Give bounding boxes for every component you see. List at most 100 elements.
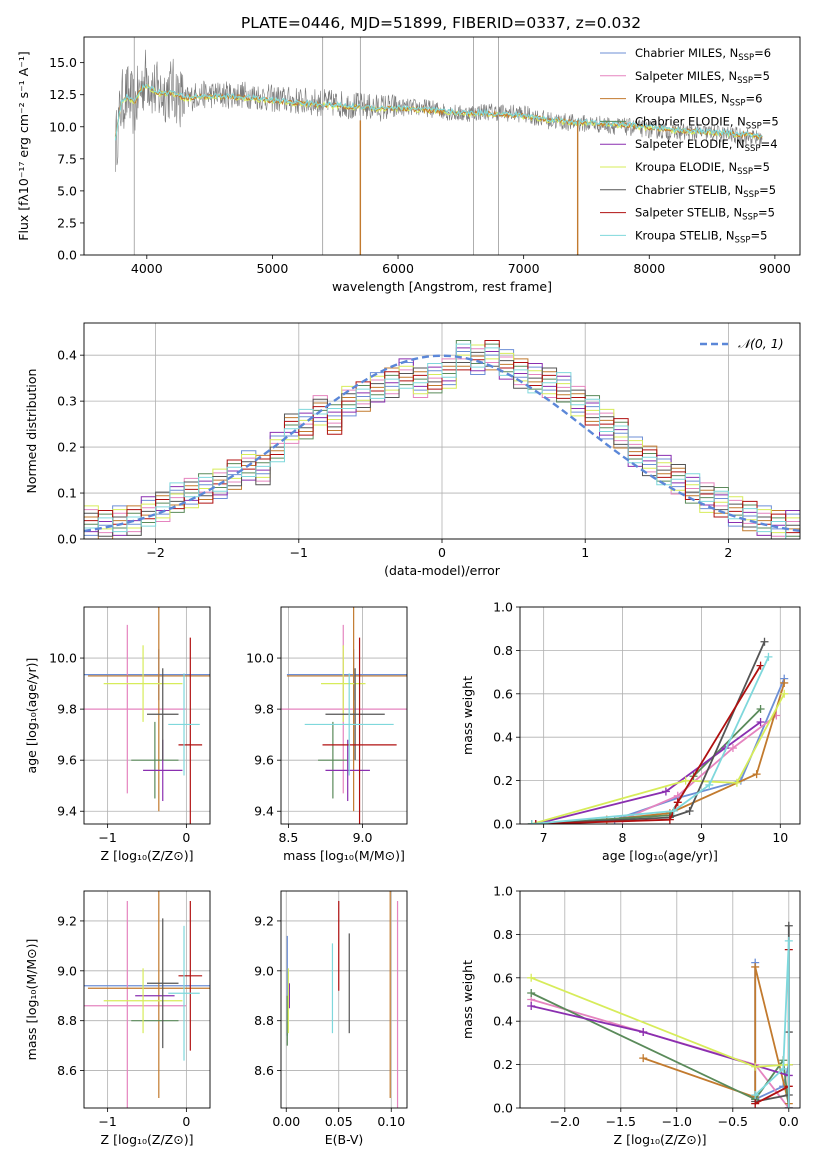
y-tick-label: 8.8 [254, 1013, 274, 1028]
x-tick-label: −1.5 [606, 1114, 636, 1129]
series-marker-kroupa_stelib [751, 1090, 760, 1099]
x-axis-label: mass [log₁₀(M/M⊙)] [283, 848, 405, 863]
legend-entry: Salpeter STELIB, NSSP=5 [635, 206, 775, 223]
x-tick-label: 6000 [382, 261, 414, 276]
y-tick-label: 0.0 [493, 1101, 513, 1116]
x-tick-label: −2.0 [550, 1114, 580, 1129]
series-marker-kroupa_elodie [681, 776, 690, 785]
y-tick-label: 0.8 [493, 643, 513, 658]
panel-massweight_vs_z: −2.0 −1.5 −1.0 −0.5 0.0 0.0 0.2 0.4 0.6 0.8 1.0 Z [… [460, 884, 801, 1147]
gaussian-curve [84, 354, 800, 533]
x-tick-label: 7000 [508, 261, 540, 276]
legend-entry: Kroupa MILES, NSSP=6 [635, 92, 762, 109]
series-marker-salpeter_miles [728, 744, 737, 753]
series-marker-kroupa_stelib [764, 652, 773, 661]
y-tick-label: 1.0 [493, 884, 513, 899]
x-tick-label: −2 [146, 545, 164, 560]
x-tick-label: 0.0 [779, 1114, 799, 1129]
y-tick-label: 9.2 [57, 913, 77, 928]
series-marker-kroupa_miles [752, 770, 761, 779]
legend-entry-suffix: =5 [753, 160, 770, 174]
series-marker-chabrier_elodie [527, 988, 536, 997]
legend-entry-sub: SSP [746, 121, 762, 131]
x-tick-label: 0 [182, 1114, 190, 1129]
model-spectrum-kroupa_stelib [114, 83, 763, 141]
legend-entry-sub: SSP [738, 53, 754, 63]
panel-mass_vs_z: −1 0 8.6 8.8 9.0 9.2 Z [log₁₀(Z/Z⊙)] mass [log₁… [24, 890, 211, 1147]
x-axis-label: Z [log₁₀(Z/Z⊙)] [101, 848, 194, 863]
x-tick-label: −1 [290, 545, 308, 560]
plot-area [527, 637, 789, 824]
y-tick-label: 12.5 [49, 87, 77, 102]
legend-entry-label: Chabrier STELIB, N [635, 183, 743, 197]
y-tick-label: 9.4 [57, 804, 77, 819]
legend-entry-suffix: =5 [758, 206, 775, 220]
y-axis-label: mass weight [460, 676, 475, 755]
panel-residual_hist: 𝒩(0, 1) −2 −1 0 1 2 0.0 0.1 0.2 0.3 0.4 (data-model… [24, 322, 801, 578]
plot-area [84, 891, 210, 1108]
y-axis-label: mass weight [460, 960, 475, 1039]
legend-entry-sub: SSP [730, 99, 746, 109]
y-axis-label: Normed distribution [24, 369, 39, 494]
y-tick-label: 0.6 [493, 970, 513, 985]
series-marker-salpeter_elodie [527, 1002, 536, 1011]
y-tick-label: 10.0 [246, 651, 274, 666]
x-tick-label: 8.5 [278, 830, 298, 845]
y-tick-label: 0.2 [493, 1057, 513, 1072]
series-marker-kroupa_miles [751, 962, 760, 971]
legend-entry-label: Kroupa STELIB, N [635, 228, 735, 242]
legend-entry: Chabrier STELIB, NSSP=5 [635, 183, 776, 200]
series-marker-salpeter_stelib [665, 815, 674, 824]
y-tick-label: 9.6 [57, 753, 77, 768]
y-tick-label: 10.0 [49, 651, 77, 666]
series-marker-kroupa_stelib [784, 1104, 793, 1108]
y-tick-label: 2.5 [57, 215, 77, 230]
legend-entry-suffix: =6 [754, 46, 771, 60]
y-tick-label: 0.0 [57, 248, 77, 263]
legend-entry-suffix: =5 [762, 114, 779, 128]
y-tick-label: 0.6 [493, 686, 513, 701]
series-marker-kroupa_elodie [751, 1062, 760, 1071]
series-marker-chabrier_stelib [685, 806, 694, 815]
y-tick-label: 0.3 [57, 394, 77, 409]
axes-frame [83, 606, 211, 825]
y-tick-label: 0.0 [493, 817, 513, 832]
y-tick-label: 0.2 [493, 773, 513, 788]
axes-frame [83, 890, 211, 1109]
series-line-chabrier_stelib [531, 641, 766, 824]
legend-entry-suffix: =5 [750, 228, 767, 242]
y-axis-label: mass [log₁₀(M/M⊙)] [24, 939, 39, 1061]
y-tick-label: 0.0 [57, 532, 77, 547]
legend-entry: Chabrier ELODIE, NSSP=5 [635, 114, 779, 131]
legend-entry: Kroupa STELIB, NSSP=5 [635, 228, 767, 245]
series-marker-kroupa_stelib [527, 820, 536, 824]
y-axis-label: age [log₁₀(age/yr)] [24, 658, 39, 774]
x-tick-label: 9000 [759, 261, 791, 276]
x-tick-label: −0.5 [718, 1114, 748, 1129]
series-marker-kroupa_elodie [527, 973, 536, 982]
legend-entry-suffix: =4 [761, 137, 778, 151]
y-tick-label: 9.8 [57, 702, 77, 717]
series-marker-salpeter_stelib [673, 798, 682, 807]
legend-entry-sub: SSP [735, 235, 751, 245]
y-tick-label: 0.1 [57, 486, 77, 501]
x-tick-label: 9 [697, 830, 705, 845]
x-tick-label: 0 [182, 830, 190, 845]
legend-entry-label: Salpeter MILES, N [635, 69, 737, 83]
plot-area [84, 339, 800, 539]
legend-entry: Chabrier MILES, NSSP=6 [635, 46, 771, 63]
y-tick-label: 9.2 [254, 913, 274, 928]
axes-frame [519, 890, 801, 1109]
y-tick-label: 8.8 [57, 1013, 77, 1028]
x-axis-label: (data-model)/error [384, 563, 501, 578]
y-tick-label: 0.2 [57, 440, 77, 455]
legend-entry-sub: SSP [743, 190, 759, 200]
y-tick-label: 0.8 [493, 927, 513, 942]
legend-entry-sub: SSP [745, 144, 761, 154]
y-tick-label: 0.4 [493, 1014, 513, 1029]
x-axis-label: Z [log₁₀(Z/Z⊙)] [101, 1132, 194, 1147]
axes-frame [280, 890, 408, 1109]
